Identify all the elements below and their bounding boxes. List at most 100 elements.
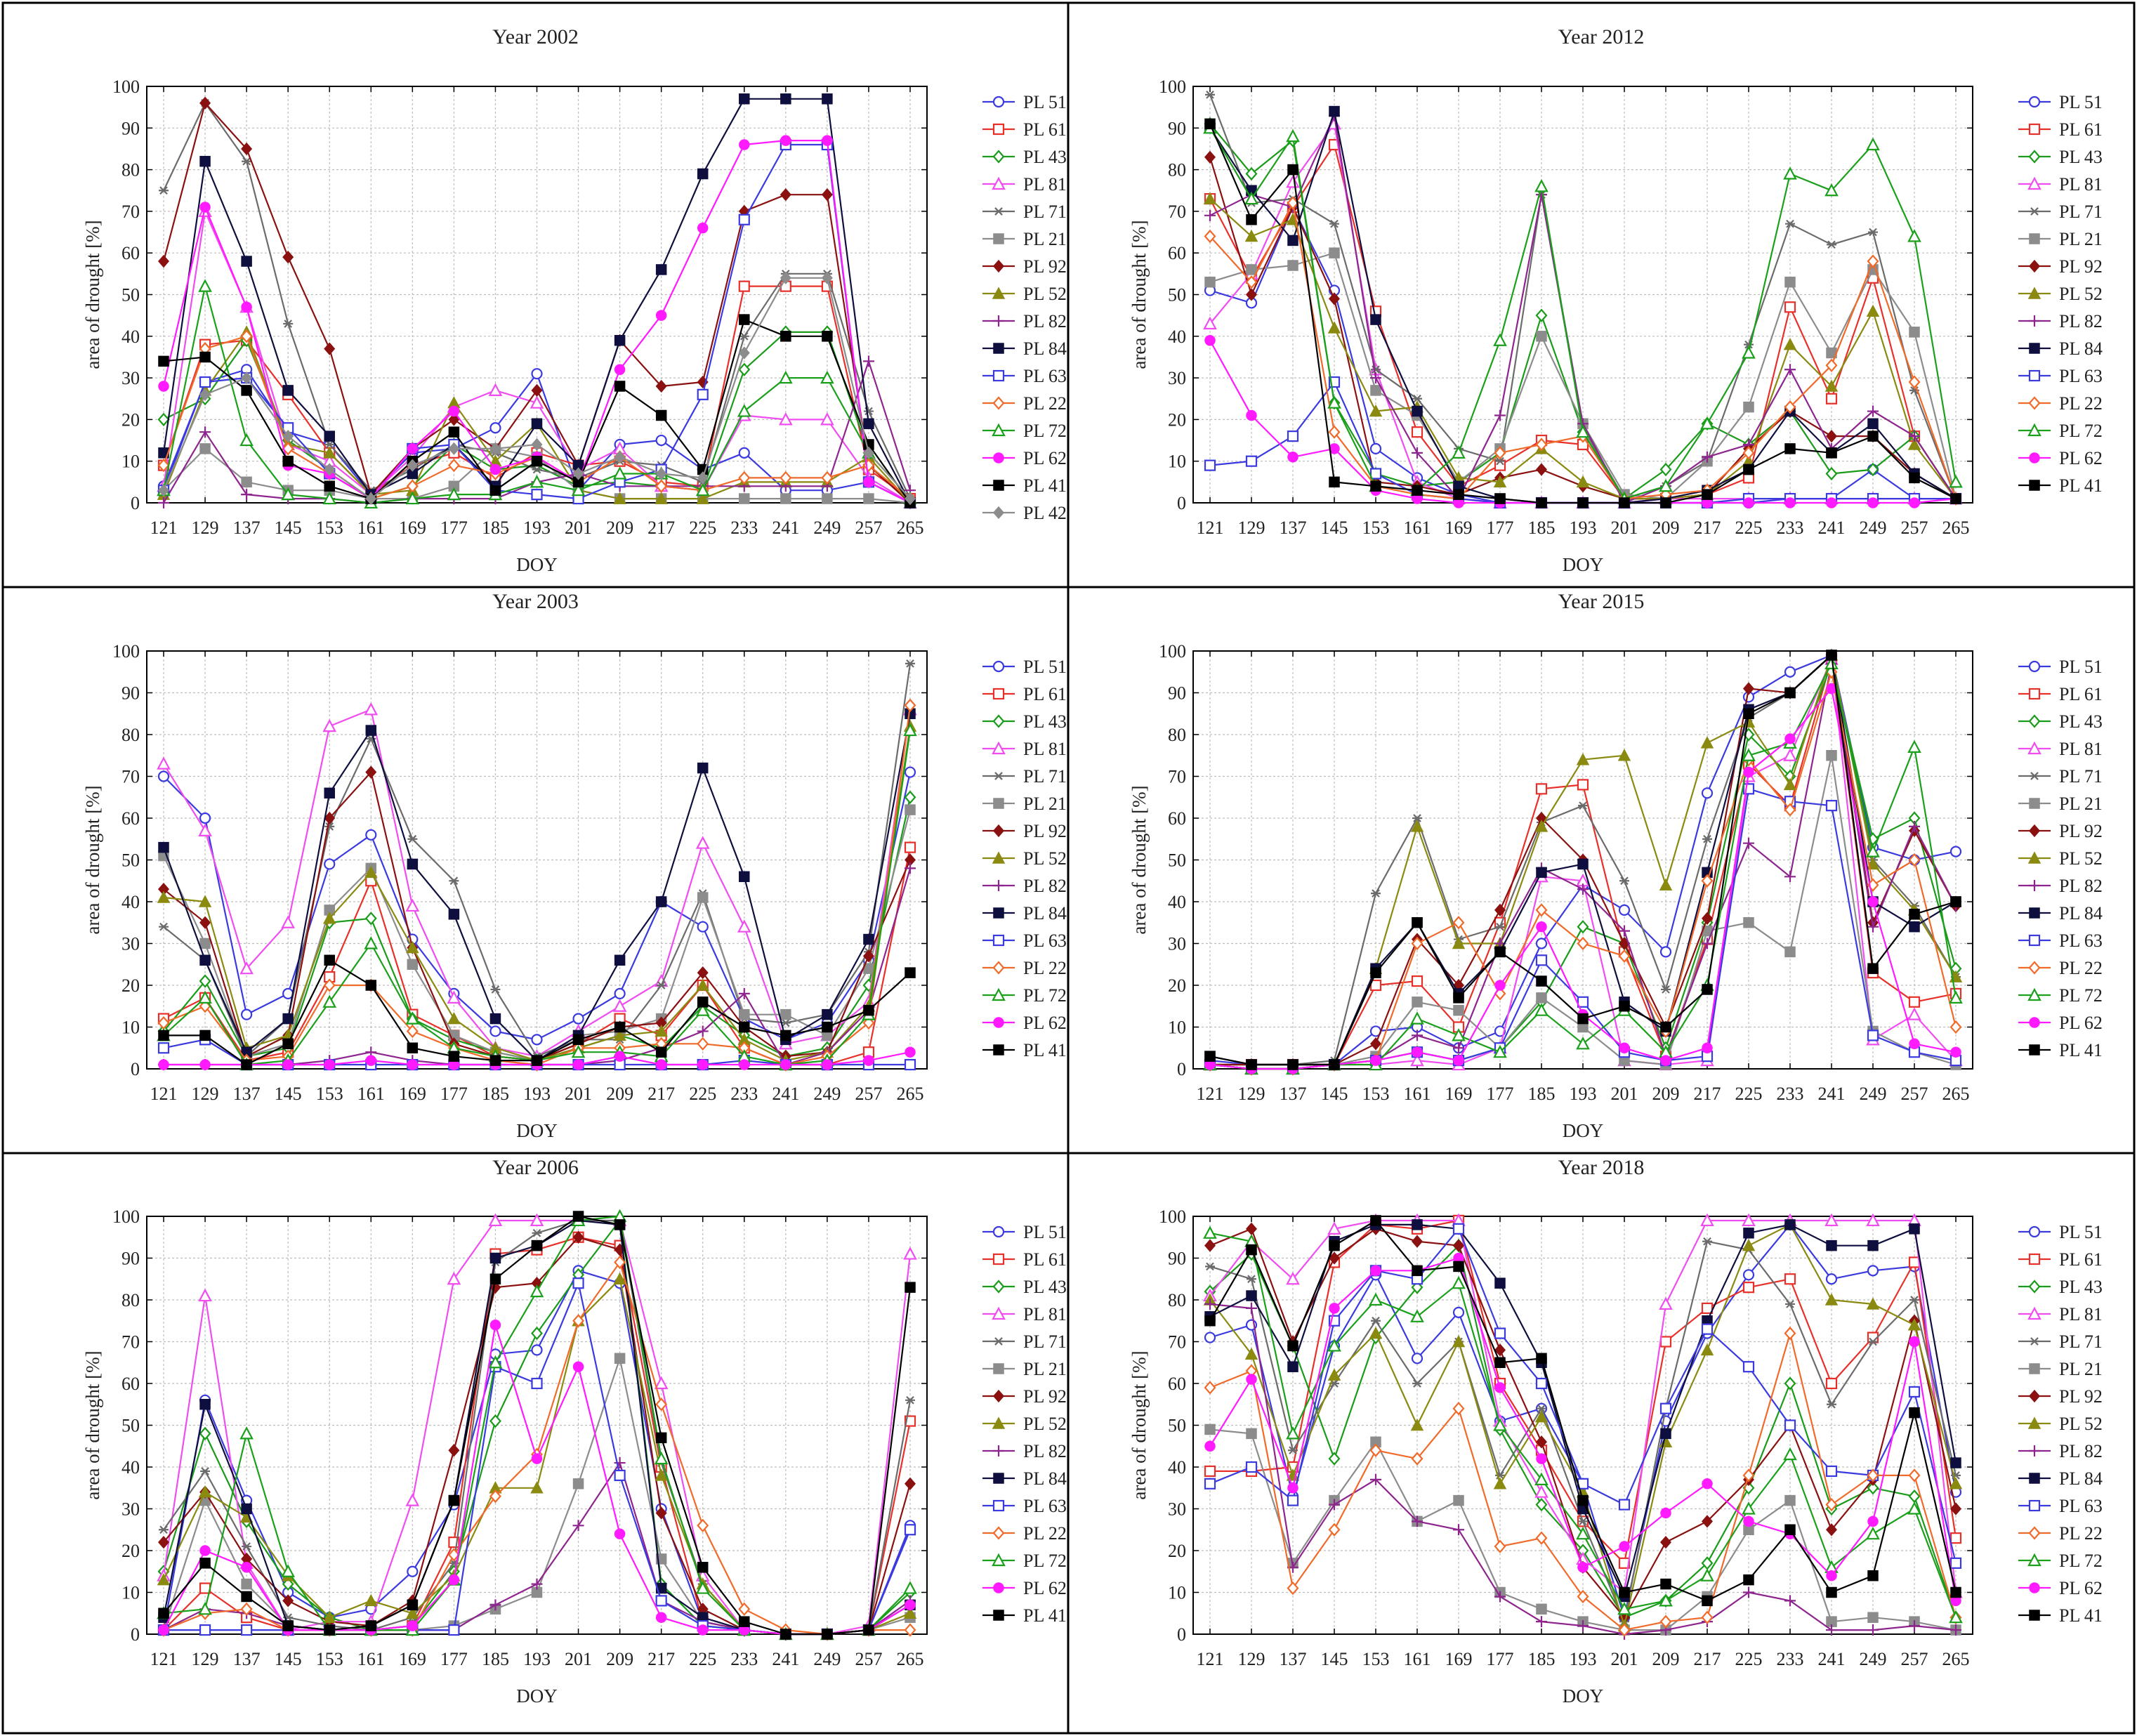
x-tick-label: 233 (730, 1649, 758, 1669)
data-point (903, 1247, 917, 1260)
data-point (322, 1610, 336, 1623)
data-point (1866, 137, 1880, 151)
data-point (904, 841, 916, 853)
data-point (1412, 394, 1422, 403)
legend-item: PL 41 (2018, 1605, 2103, 1626)
data-point (1702, 1478, 1713, 1490)
x-tick-label: 225 (1735, 518, 1763, 538)
data-point (1204, 1423, 1216, 1435)
data-point (1494, 1343, 1506, 1357)
data-point (532, 465, 542, 474)
legend-item: PL 51 (2018, 92, 2103, 112)
data-point (780, 1629, 791, 1640)
series-pl-82 (1204, 1298, 1961, 1640)
data-point (530, 1213, 544, 1227)
data-point (1784, 497, 1796, 508)
data-point (697, 222, 709, 234)
y-tick-label: 20 (121, 409, 140, 430)
y-tick-label: 100 (1159, 641, 1186, 662)
data-point (241, 489, 253, 501)
legend-label: PL 22 (2059, 958, 2103, 978)
legend-label: PL 21 (2059, 794, 2103, 814)
legend-label: PL 21 (1023, 1359, 1067, 1379)
legend-marker (2030, 207, 2039, 216)
legend-label: PL 84 (1023, 338, 1067, 359)
data-point (1412, 405, 1423, 417)
data-point (489, 422, 501, 434)
data-point (1204, 334, 1216, 346)
data-point (1494, 446, 1506, 460)
legend-item: PL 71 (982, 766, 1067, 787)
legend-item: PL 43 (982, 147, 1067, 167)
data-point (1743, 1586, 1754, 1598)
data-point (1826, 1239, 1837, 1251)
legend-label: PL 52 (1023, 848, 1067, 869)
x-tick-label: 169 (399, 518, 426, 538)
data-point (572, 1059, 584, 1070)
data-point (1453, 1004, 1464, 1016)
data-point (739, 1059, 750, 1070)
data-point (531, 1453, 543, 1464)
data-point (572, 1478, 584, 1490)
data-point (1246, 1374, 1257, 1385)
series-pl-41 (1204, 650, 1961, 1070)
data-point (1908, 853, 1921, 867)
data-point (697, 1624, 709, 1636)
data-point (739, 871, 750, 883)
data-point (1659, 946, 1672, 958)
legend-label: PL 42 (1023, 503, 1067, 523)
x-tick-label: 145 (275, 1649, 302, 1669)
legend-label: PL 51 (1023, 657, 1067, 677)
x-tick-label: 121 (1197, 1649, 1224, 1669)
legend-item: PL 41 (982, 475, 1067, 496)
data-point (282, 1059, 294, 1070)
data-point (1824, 379, 1839, 392)
legend-marker (992, 176, 1006, 190)
legend-label: PL 63 (1023, 366, 1067, 386)
legend-marker (993, 480, 1004, 491)
data-point (822, 93, 833, 105)
series-pl-62 (1204, 1252, 1961, 1607)
data-point (1494, 1277, 1506, 1289)
legend: PL 51 PL 61 PL 43 PL 81 PL 71 PL 21 PL 92 PL 52… (982, 92, 1067, 523)
y-tick-label: 50 (1168, 285, 1186, 305)
data-point (821, 471, 834, 485)
data-point (447, 1548, 460, 1562)
data-point (1452, 936, 1466, 949)
data-point (1494, 1327, 1506, 1339)
data-point (199, 96, 211, 110)
data-point (1827, 240, 1836, 249)
data-point (240, 329, 253, 343)
data-point (1909, 1296, 1919, 1304)
data-point (572, 467, 584, 480)
x-tick-label: 193 (523, 518, 551, 538)
data-point (1577, 1494, 1589, 1506)
data-point (904, 698, 916, 713)
data-point (530, 475, 544, 488)
y-tick-label: 10 (121, 1583, 140, 1603)
legend-marker (2028, 688, 2041, 700)
x-tick-label: 185 (1528, 1084, 1556, 1104)
data-point (157, 458, 170, 473)
data-point (780, 1008, 791, 1020)
y-tick-label: 10 (121, 1018, 140, 1038)
data-point (655, 1059, 667, 1070)
data-point (1619, 1586, 1630, 1598)
data-point (1369, 468, 1382, 480)
x-tick-label: 169 (399, 1649, 426, 1669)
data-point (738, 280, 750, 292)
data-point (655, 492, 668, 504)
data-point (324, 342, 336, 355)
legend-label: PL 61 (2059, 1249, 2103, 1270)
legend-label: PL 41 (2059, 475, 2103, 496)
x-tick-label: 153 (1362, 518, 1390, 538)
x-tick-label: 217 (1694, 1649, 1721, 1669)
data-point (407, 959, 419, 970)
data-point (1909, 1407, 1920, 1419)
data-point (199, 1426, 211, 1441)
data-point (1246, 214, 1257, 225)
data-point (822, 1629, 833, 1640)
data-point (863, 1055, 874, 1066)
data-point (904, 1623, 916, 1637)
